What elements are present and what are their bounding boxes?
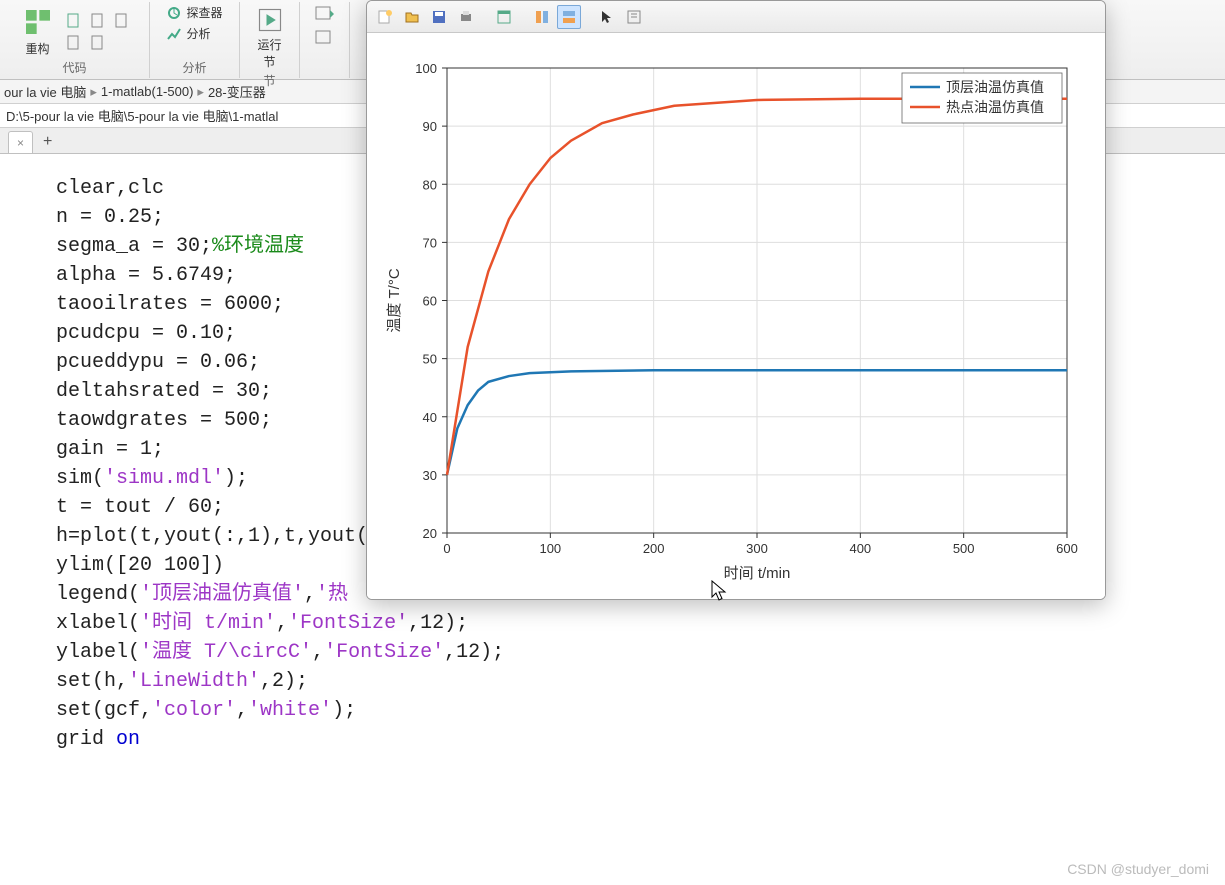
- doc5-icon[interactable]: [88, 33, 108, 53]
- watermark: CSDN @studyer_domi: [1067, 861, 1209, 877]
- insert-icon[interactable]: [622, 5, 646, 29]
- figure-toolbar: [367, 1, 1105, 33]
- explorer-button[interactable]: 探查器: [166, 4, 222, 21]
- doc3-icon[interactable]: [112, 11, 132, 31]
- open-icon[interactable]: [400, 5, 424, 29]
- ribbon-group-label: 代码: [62, 59, 86, 76]
- svg-text:300: 300: [746, 541, 768, 556]
- run-section-button[interactable]: 运行 节: [252, 4, 288, 72]
- chevron-icon: ▸: [197, 84, 204, 100]
- ribbon-group-misc: [300, 2, 350, 78]
- svg-text:温度 T/°C: 温度 T/°C: [386, 268, 403, 332]
- figure-window[interactable]: 0 100 200 300 400 500 600 20 30 40 50 60 70 80 90 100 时间…: [366, 0, 1106, 600]
- breadcrumb-part[interactable]: our la vie 电脑: [4, 82, 86, 101]
- breadcrumb-part[interactable]: 28-变压器: [208, 82, 266, 101]
- svg-text:100: 100: [539, 541, 561, 556]
- svg-text:热点油温仿真值: 热点油温仿真值: [946, 99, 1044, 115]
- ribbon-group-label: 分析: [182, 59, 206, 76]
- ribbon-group-analyze: 探查器 分析 分析: [150, 2, 240, 78]
- svg-text:30: 30: [423, 468, 437, 483]
- svg-text:100: 100: [415, 61, 437, 76]
- svg-text:600: 600: [1056, 541, 1078, 556]
- svg-text:60: 60: [423, 294, 437, 309]
- svg-text:时间 t/min: 时间 t/min: [724, 565, 791, 582]
- add-tab-button[interactable]: +: [35, 131, 60, 153]
- misc-icon-1[interactable]: [315, 4, 335, 24]
- figure-canvas: 0 100 200 300 400 500 600 20 30 40 50 60 70 80 90 100 时间…: [367, 33, 1105, 599]
- svg-text:40: 40: [423, 410, 437, 425]
- svg-text:50: 50: [423, 352, 437, 367]
- doc-icon[interactable]: [64, 11, 84, 31]
- svg-text:20: 20: [423, 526, 437, 541]
- tile-icon[interactable]: [530, 5, 554, 29]
- ribbon-group-code: 重构 代码: [0, 2, 150, 78]
- pointer-icon[interactable]: [595, 5, 619, 29]
- svg-text:70: 70: [423, 235, 437, 250]
- doc4-icon[interactable]: [64, 33, 84, 53]
- svg-text:90: 90: [423, 119, 437, 134]
- tile2-icon[interactable]: [557, 5, 581, 29]
- analyze-button[interactable]: 分析: [166, 25, 210, 42]
- close-icon[interactable]: ×: [17, 136, 24, 150]
- ribbon-group-run: 运行 节 节: [240, 2, 300, 78]
- svg-text:400: 400: [849, 541, 871, 556]
- svg-text:200: 200: [643, 541, 665, 556]
- restructure-button[interactable]: 重构: [18, 4, 58, 59]
- restructure-label: 重构: [25, 40, 49, 57]
- svg-text:80: 80: [423, 177, 437, 192]
- misc-icon-2[interactable]: [315, 28, 335, 48]
- svg-text:500: 500: [953, 541, 975, 556]
- svg-text:0: 0: [443, 541, 450, 556]
- save-icon[interactable]: [427, 5, 451, 29]
- svg-text:顶层油温仿真值: 顶层油温仿真值: [946, 79, 1044, 95]
- new-figure-icon[interactable]: [373, 5, 397, 29]
- breadcrumb-part[interactable]: 1-matlab(1-500): [101, 84, 194, 99]
- path-text: D:\5-pour la vie 电脑\5-pour la vie 电脑\1-m…: [6, 106, 278, 125]
- chevron-icon: ▸: [90, 84, 97, 100]
- print-icon[interactable]: [454, 5, 478, 29]
- editor-tab[interactable]: ×: [8, 131, 33, 153]
- doc2-icon[interactable]: [88, 11, 108, 31]
- window-icon[interactable]: [492, 5, 516, 29]
